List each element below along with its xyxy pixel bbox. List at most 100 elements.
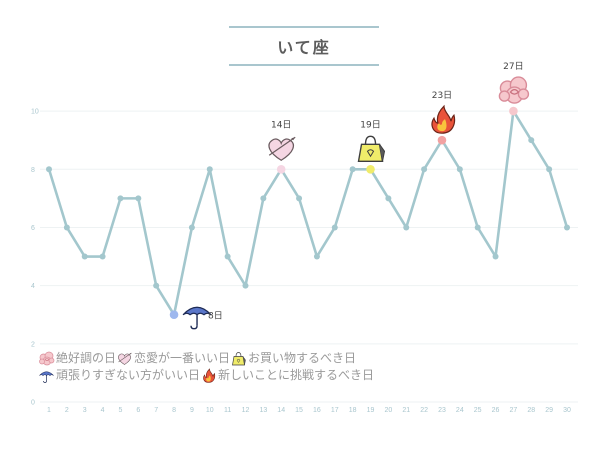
highlight-point-relax (169, 310, 179, 320)
data-point (99, 253, 106, 260)
highlight-point-best (509, 106, 518, 116)
data-point (528, 137, 535, 144)
legend-row-1: 絶好調の日 恋愛が一番いい日 お買い物するべき日 (38, 350, 374, 367)
legend-item-shopping: お買い物するべき日 (230, 350, 356, 367)
callout-day-label: 19日 (360, 119, 380, 130)
data-point (117, 195, 124, 202)
flower-icon (498, 76, 530, 104)
bag-icon (232, 352, 246, 366)
data-point (206, 166, 213, 173)
x-tick-label: 12 (242, 407, 250, 414)
x-tick-label: 15 (295, 407, 303, 414)
x-tick-label: 6 (136, 407, 140, 414)
highlight-point-shopping (366, 164, 375, 174)
x-tick-label: 1 (47, 407, 51, 414)
x-tick-label: 23 (438, 407, 446, 414)
legend-item-love: 恋愛が一番いい日 (116, 350, 230, 367)
callout-day-label: 23日 (432, 90, 452, 101)
data-point (564, 224, 570, 231)
legend: 絶好調の日 恋愛が一番いい日 お買い物するべき日 頑張りすぎない方がいい日 新し… (38, 350, 374, 384)
y-tick-label: 4 (31, 283, 35, 290)
data-point (385, 195, 392, 202)
callout-best: 27日 (498, 61, 530, 104)
x-tick-label: 24 (456, 407, 464, 414)
chart-title: いて座 (277, 38, 331, 57)
legend-label-relax: 頑張りすぎない方がいい日 (56, 368, 201, 382)
data-point (153, 282, 160, 289)
x-tick-label: 17 (331, 407, 339, 414)
legend-label-shopping: お買い物するべき日 (248, 351, 357, 365)
x-tick-label: 26 (492, 407, 500, 414)
data-point (492, 253, 499, 260)
legend-item-relax: 頑張りすぎない方がいい日 (38, 367, 200, 384)
x-tick-label: 13 (259, 407, 267, 414)
data-point (260, 195, 267, 202)
x-tick-label: 8 (172, 407, 176, 414)
callout-challenge: 23日 (431, 90, 456, 134)
y-tick-label: 10 (31, 109, 39, 116)
x-tick-label: 25 (474, 407, 482, 414)
data-point (474, 224, 481, 231)
callout-relax: 8日 (182, 306, 223, 330)
flower-icon (39, 351, 55, 366)
umbrella-icon (39, 371, 54, 383)
data-point (242, 282, 249, 289)
flame-icon (203, 368, 216, 383)
x-tick-label: 18 (349, 407, 357, 414)
x-tick-label: 11 (224, 407, 231, 414)
data-point (421, 166, 428, 173)
data-point (313, 253, 320, 260)
flame-icon (431, 104, 456, 134)
data-point (296, 195, 303, 202)
x-tick-label: 9 (190, 407, 194, 414)
legend-label-best: 絶好調の日 (56, 351, 117, 365)
data-point (403, 224, 410, 231)
x-tick-label: 30 (563, 407, 571, 414)
x-tick-label: 27 (510, 407, 518, 414)
data-point (546, 166, 553, 173)
x-tick-label: 21 (402, 407, 410, 414)
highlight-point-challenge (437, 135, 447, 145)
data-point (224, 253, 231, 260)
x-tick-label: 3 (83, 407, 87, 414)
data-point (456, 166, 463, 173)
callout-day-label: 14日 (271, 119, 291, 130)
y-tick-label: 6 (31, 225, 35, 232)
x-tick-label: 16 (313, 407, 321, 414)
x-tick-label: 19 (367, 407, 375, 414)
heart-icon (268, 136, 296, 161)
x-tick-label: 10 (206, 407, 214, 414)
legend-item-challenge: 新しいことに挑戦するべき日 (200, 367, 374, 384)
data-point (46, 166, 52, 173)
legend-label-love: 恋愛が一番いい日 (134, 351, 231, 365)
data-point (135, 195, 142, 202)
callout-day-label: 8日 (208, 311, 223, 322)
legend-label-challenge: 新しいことに挑戦するべき日 (218, 368, 375, 382)
x-tick-label: 29 (545, 407, 553, 414)
x-tick-label: 4 (101, 407, 105, 414)
data-point (63, 224, 70, 231)
legend-row-2: 頑張りすぎない方がいい日 新しいことに挑戦するべき日 (38, 367, 374, 384)
x-tick-label: 5 (118, 407, 122, 414)
callout-day-label: 27日 (503, 61, 523, 72)
y-tick-label: 8 (31, 167, 35, 174)
x-tick-label: 7 (154, 407, 158, 414)
x-tick-label: 14 (277, 407, 285, 414)
data-point (81, 253, 88, 260)
data-point (188, 224, 195, 231)
legend-item-best: 絶好調の日 (38, 350, 116, 367)
x-tick-label: 28 (527, 407, 535, 414)
data-point (349, 166, 356, 173)
y-tick-label: 2 (31, 341, 35, 348)
umbrella-icon (182, 306, 212, 330)
callout-shopping: 19日 (357, 119, 386, 162)
y-tick-label: 0 (31, 400, 35, 407)
highlight-point-love (276, 164, 286, 174)
chart-title-box: いて座 (229, 26, 379, 66)
callout-love: 14日 (268, 119, 296, 161)
data-point (331, 224, 338, 231)
x-tick-label: 20 (384, 407, 392, 414)
heart-icon (118, 352, 132, 365)
series-line (47, 109, 569, 317)
